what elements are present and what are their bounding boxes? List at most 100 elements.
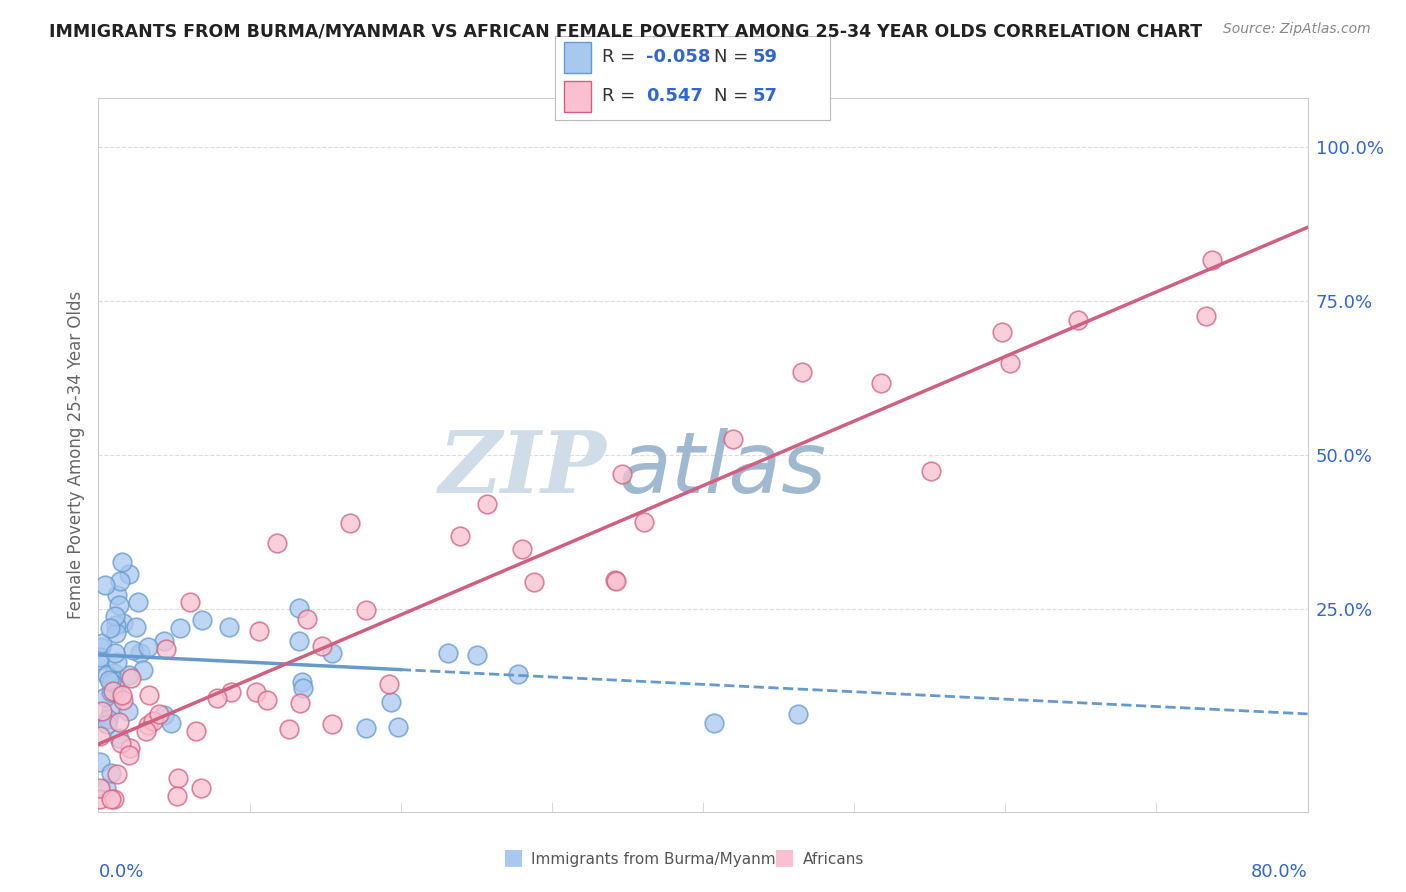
Point [104, 609, 127, 624]
Point [508, 666, 530, 681]
Point [132, 663, 155, 677]
Point [870, 376, 893, 390]
Point [125, 620, 148, 634]
Point [111, 688, 134, 702]
Point [94, 780, 117, 795]
Text: 57: 57 [752, 87, 778, 105]
Point [449, 529, 471, 543]
Point [103, 665, 125, 680]
Point [297, 612, 319, 626]
Point [136, 718, 159, 732]
Point [148, 706, 170, 721]
Point [166, 789, 188, 803]
Point [218, 620, 240, 634]
Point [100, 685, 122, 699]
Text: Africans: Africans [803, 852, 865, 867]
Point [152, 633, 174, 648]
Text: R =: R = [602, 87, 641, 105]
FancyBboxPatch shape [564, 43, 591, 73]
Text: IMMIGRANTS FROM BURMA/MYANMAR VS AFRICAN FEMALE POVERTY AMONG 25-34 YEAR OLDS CO: IMMIGRANTS FROM BURMA/MYANMAR VS AFRICAN… [49, 22, 1202, 40]
Point [153, 707, 176, 722]
Point [104, 617, 127, 632]
Point [380, 695, 402, 709]
Point [104, 646, 127, 660]
Text: 0.0%: 0.0% [98, 863, 143, 881]
Point [219, 685, 242, 699]
Point [107, 715, 129, 730]
Point [510, 542, 533, 557]
Point [991, 325, 1014, 339]
Point [184, 723, 207, 738]
Point [1000, 356, 1022, 370]
Point [105, 655, 128, 669]
Point [104, 673, 127, 688]
Text: ■: ■ [775, 847, 794, 867]
Point [110, 555, 132, 569]
Point [191, 613, 214, 627]
Point [100, 766, 122, 780]
Point [108, 574, 131, 588]
Point [105, 626, 128, 640]
Point [603, 573, 626, 587]
Point [266, 536, 288, 550]
Point [120, 741, 142, 756]
Point [112, 693, 135, 707]
Point [108, 731, 131, 745]
Point [792, 365, 814, 379]
Point [135, 724, 157, 739]
Point [98, 621, 121, 635]
Point [101, 684, 124, 698]
Point [100, 675, 122, 690]
Point [122, 642, 145, 657]
Point [89, 653, 111, 667]
Point [100, 704, 122, 718]
Point [89, 650, 111, 665]
Point [1067, 313, 1090, 327]
Point [437, 646, 460, 660]
Point [205, 690, 228, 705]
Point [291, 675, 314, 690]
Point [377, 677, 399, 691]
Text: Immigrants from Burma/Myanmar: Immigrants from Burma/Myanmar [531, 852, 792, 867]
Point [105, 589, 128, 603]
Point [247, 624, 270, 639]
Point [605, 574, 627, 588]
Point [387, 721, 409, 735]
Point [105, 686, 128, 700]
Text: ZIP: ZIP [439, 427, 606, 511]
Point [97, 712, 120, 726]
Point [90, 640, 112, 654]
Point [787, 707, 810, 722]
Point [93, 577, 115, 591]
Point [920, 464, 942, 478]
Point [169, 621, 191, 635]
Text: ■: ■ [503, 847, 523, 867]
Point [321, 717, 343, 731]
Point [245, 685, 267, 699]
Point [107, 598, 129, 612]
Point [89, 755, 111, 769]
Point [96, 667, 118, 681]
Point [703, 716, 725, 731]
Point [190, 780, 212, 795]
Point [128, 646, 150, 660]
Point [117, 667, 139, 681]
Text: atlas: atlas [619, 427, 827, 511]
Text: Source: ZipAtlas.com: Source: ZipAtlas.com [1223, 22, 1371, 37]
Point [89, 792, 111, 806]
Point [120, 671, 142, 685]
Text: N =: N = [714, 87, 755, 105]
Point [477, 497, 499, 511]
Point [100, 792, 122, 806]
Point [288, 634, 311, 648]
Point [90, 704, 112, 718]
Point [136, 640, 159, 655]
Point [321, 646, 343, 660]
Point [311, 639, 333, 653]
Point [465, 648, 488, 662]
Point [354, 721, 377, 735]
Point [523, 575, 546, 590]
Point [339, 516, 361, 530]
Point [356, 603, 378, 617]
Point [94, 690, 117, 705]
